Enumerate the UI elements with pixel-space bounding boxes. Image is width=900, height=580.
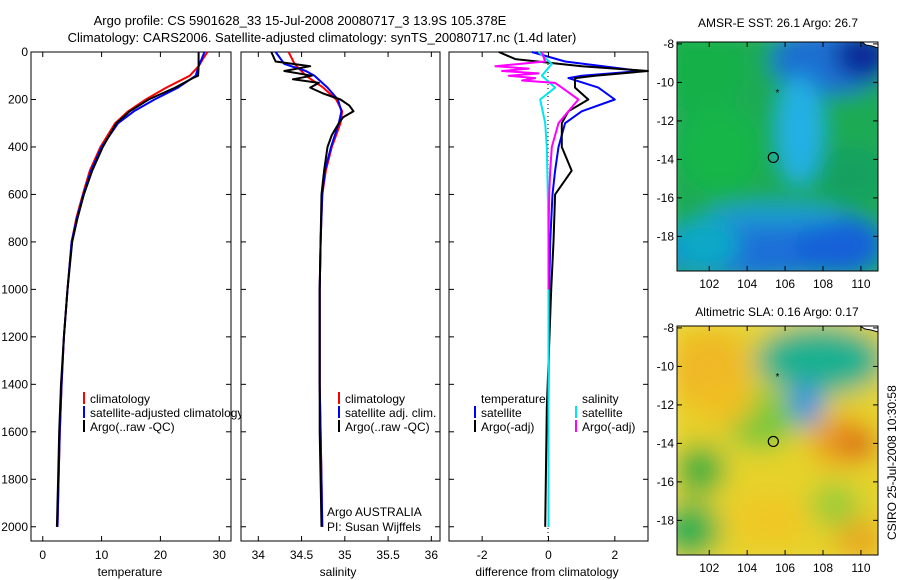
legend-label: climatology [90,392,150,406]
map-x-tick-label: 110 [851,561,870,575]
sst-map-frame [676,41,879,272]
temperature-panel: 0 10 20 30 0 200 400 600 800 1000 1200 1400 1600 1800… [1,45,243,579]
y-tick-label: 1200 [1,330,28,344]
legend-heading-salinity: salinity [582,392,619,406]
map-x-tick-label: 104 [737,277,757,291]
series-line-black [55,52,200,527]
legend-label: Argo(..raw -QC) [90,420,175,434]
legend-heading-temperature: temperature [481,392,546,406]
x-tick-label: 30 [213,548,227,562]
y-tick-label: 1000 [1,282,28,296]
map-x-tick-label: 104 [737,561,757,575]
sst-field [677,42,878,271]
legend-label: satellite adj. clim. [345,406,436,420]
y-tick-label: 1400 [1,377,28,391]
legend-label: climatology [345,392,405,406]
sla-field [677,326,878,555]
sst-map-title: AMSR-E SST: 26.1 Argo: 26.7 [698,16,858,30]
map-y-tick-label: -12 [657,114,675,128]
map-y-tick-label: -8 [663,37,674,51]
x-tick-label: 36 [425,548,439,562]
legend-label: satellite-adjusted climatology [90,406,243,420]
pi-note: PI: Susan Wijffels [327,520,421,534]
legend-label: Argo(-adj) [481,420,534,434]
x-tick-label: -2 [477,548,488,562]
difference-xlabel: difference from climatology [475,565,618,579]
map-y-tick-label: -8 [663,321,674,335]
figure-title: Argo profile: CS 5901628_33 15-Jul-2008 … [94,13,507,28]
map-x-tick-label: 102 [699,277,719,291]
map-y-tick-label: -18 [657,229,675,243]
x-tick-label: 34.5 [290,548,314,562]
x-tick-label: 20 [154,548,168,562]
legend-label: satellite [582,406,623,420]
map-y-tick-label: -14 [657,152,675,166]
y-tick-label: 1600 [1,425,28,439]
y-tick-label: 0 [21,45,28,59]
temperature-legend: climatology satellite-adjusted climatolo… [83,392,243,434]
difference-panel: -2 0 2 difference from climatology tempera… [448,51,649,579]
series-line-black [270,51,355,527]
x-tick-label: 0 [545,548,552,562]
argo-position-marker [767,435,779,448]
map-x-tick-label: 108 [813,561,833,575]
map-x-tick-label: 102 [699,561,719,575]
sla-map-title: Altimetric SLA: 0.16 Argo: 0.17 [695,305,859,319]
salinity-panel: 34 34.5 35 35.5 36 salinity climatology sate… [240,51,441,579]
y-tick-label: 800 [8,235,28,249]
map-y-tick-label: -14 [657,436,675,450]
y-tick-label: 600 [8,187,28,201]
salinity-legend: climatology satellite adj. clim. Argo(..… [338,392,436,434]
series-line-cyan [537,51,557,527]
y-tick-label: 1800 [1,472,28,486]
map-y-tick-label: -16 [657,475,675,489]
x-tick-label: 0 [39,548,46,562]
temperature-xlabel: temperature [98,565,163,579]
map-x-tick-label: 106 [775,561,795,575]
map-y-tick-label: -10 [657,359,675,373]
credit-text: CSIRO 25-Jul-2008 10:30:58 [885,385,899,540]
map-x-tick-label: 108 [813,277,833,291]
x-tick-label: 2 [611,548,618,562]
star-marker: * [776,372,780,383]
legend-label: satellite [481,406,522,420]
legend-label: Argo(-adj) [582,420,635,434]
map-y-tick-label: -18 [657,513,675,527]
map-y-tick-label: -12 [657,398,675,412]
series-line-magenta [494,51,580,290]
sla-map-panel: Altimetric SLA: 0.16 Argo: 0.17 102 104 10… [657,305,879,575]
legend-label: Argo(..raw -QC) [345,420,430,434]
salinity-xlabel: salinity [320,565,357,579]
sst-map-panel: AMSR-E SST: 26.1 Argo: 26.7 102 104 106 108… [657,16,879,291]
sla-map-frame [676,325,879,556]
difference-legend: temperature satellite Argo(-adj) salinit… [474,392,635,434]
figure-subtitle: Climatology: CARS2006. Satellite-adjuste… [68,30,577,45]
argo-program-note: Argo AUSTRALIA [327,505,422,519]
x-tick-label: 34 [252,548,266,562]
x-tick-label: 35 [338,548,352,562]
y-tick-label: 200 [8,92,28,106]
map-y-tick-label: -10 [657,75,675,89]
map-x-tick-label: 110 [851,277,870,291]
y-tick-label: 400 [8,140,28,154]
argo-position-marker [767,151,779,164]
x-tick-label: 35.5 [376,548,400,562]
y-tick-label: 2000 [1,520,28,534]
x-tick-label: 10 [95,548,109,562]
map-y-tick-label: -16 [657,191,675,205]
temperature-axes [30,51,232,542]
map-x-tick-label: 106 [775,277,795,291]
star-marker: * [776,88,780,99]
salinity-axes [240,51,441,542]
